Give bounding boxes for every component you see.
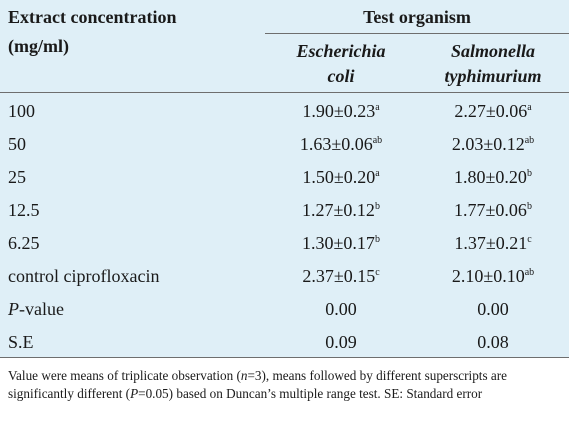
ecoli-value: 1.90±0.23a bbox=[302, 101, 380, 121]
header-ecoli-line1: Escherichia bbox=[296, 41, 386, 61]
se-ecoli: 0.09 bbox=[325, 332, 357, 352]
table-footnote: Value were means of triplicate observati… bbox=[8, 368, 507, 401]
row-label: 6.25 bbox=[8, 233, 40, 253]
header-concentration-line1: Extract concentration bbox=[8, 7, 177, 27]
header-ecoli-line2: coli bbox=[327, 66, 355, 86]
salmonella-value: 1.37±0.21c bbox=[454, 233, 532, 253]
ecoli-value: 1.63±0.06ab bbox=[299, 134, 383, 154]
salmonella-value: 2.03±0.12ab bbox=[451, 134, 535, 154]
row-label: 12.5 bbox=[8, 200, 40, 220]
se-salmonella: 0.08 bbox=[477, 332, 509, 352]
se-label: S.E bbox=[8, 332, 34, 352]
header-salmonella-line2: typhimurium bbox=[444, 66, 542, 86]
pvalue-label: P-value bbox=[8, 299, 64, 319]
results-table: Extract concentration (mg/ml) Test organ… bbox=[0, 0, 569, 357]
table-bottom-rule bbox=[0, 357, 569, 358]
ecoli-value: 1.50±0.20a bbox=[302, 167, 380, 187]
header-divider bbox=[265, 33, 569, 34]
ecoli-value: 1.30±0.17b bbox=[302, 233, 380, 253]
salmonella-value: 2.10±0.10ab bbox=[451, 266, 535, 286]
salmonella-value: 1.80±0.20b bbox=[454, 167, 532, 187]
ecoli-value: 1.27±0.12b bbox=[302, 200, 380, 220]
header-concentration-line2: (mg/ml) bbox=[8, 36, 69, 56]
pvalue-ecoli: 0.00 bbox=[325, 299, 357, 319]
row-label: 100 bbox=[8, 101, 35, 121]
header-bottom-rule bbox=[0, 92, 569, 93]
row-label: 25 bbox=[8, 167, 26, 187]
ecoli-value: 2.37±0.15c bbox=[302, 266, 380, 286]
header-test-organism: Test organism bbox=[363, 7, 471, 27]
pvalue-salmonella: 0.00 bbox=[477, 299, 509, 319]
row-label: 50 bbox=[8, 134, 26, 154]
header-salmonella-line1: Salmonella bbox=[450, 41, 535, 61]
salmonella-value: 1.77±0.06b bbox=[454, 200, 532, 220]
row-label: control ciprofloxacin bbox=[8, 266, 160, 286]
salmonella-value: 2.27±0.06a bbox=[454, 101, 532, 121]
